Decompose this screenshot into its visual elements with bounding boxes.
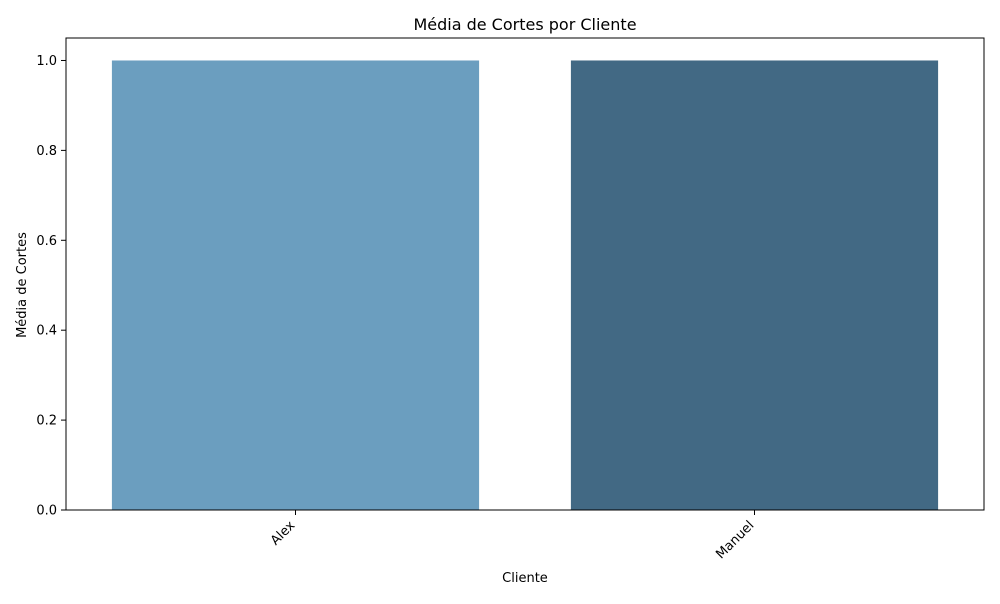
y-axis-ticks: 0.0 0.2 0.4 0.6 0.8 1.0: [36, 54, 66, 519]
x-axis-ticks: Alex Manuel: [268, 510, 757, 562]
y-tick-label: 0.6: [36, 234, 57, 249]
y-tick-label: 0.4: [36, 324, 57, 339]
x-tick-label: Alex: [268, 518, 299, 549]
bar-manuel: [570, 60, 939, 510]
chart-title: Média de Cortes por Cliente: [413, 15, 636, 34]
x-axis-label: Cliente: [502, 571, 548, 586]
y-tick-label: 0.2: [36, 414, 57, 429]
y-tick-label: 1.0: [36, 54, 57, 69]
plot-frame: [65, 37, 985, 511]
x-tick-label: Manuel: [713, 518, 757, 562]
bars-layer: [111, 60, 939, 510]
bar-alex: [111, 60, 480, 510]
y-tick-label: 0.0: [36, 504, 57, 519]
y-axis-label: Média de Cortes: [15, 232, 30, 338]
y-tick-label: 0.8: [36, 144, 57, 159]
